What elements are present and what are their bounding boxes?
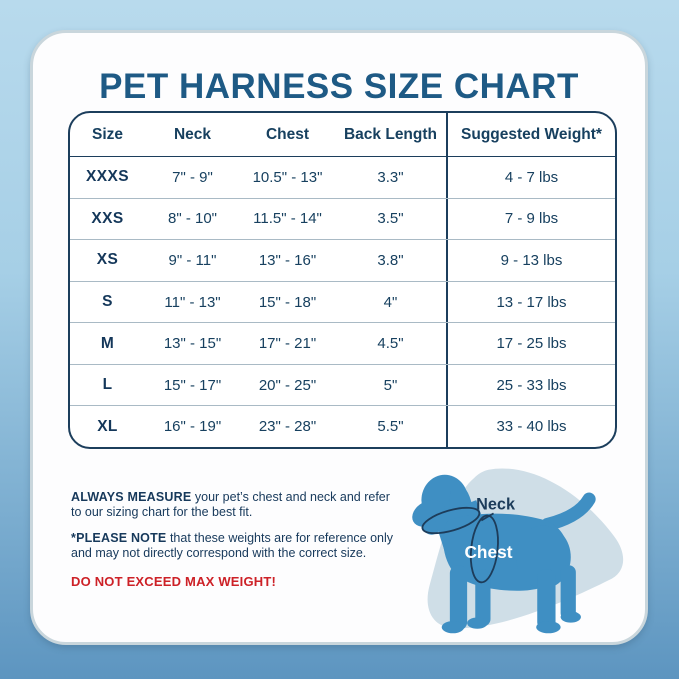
weight-value: 9 - 13 lbs [446,240,615,281]
table-row-xl: XL 16" - 19" 23" - 28" 5.5" 33 - 40 lbs [70,406,615,447]
table-row-m: M 13" - 15" 17" - 21" 4.5" 17 - 25 lbs [70,323,615,365]
page-title: PET HARNESS SIZE CHART [99,67,579,106]
table-header-row: Size Neck Chest Back Length Suggested We… [70,113,615,157]
back-length-value: 3.3" [377,168,404,186]
neck-value: 16" - 19" [163,418,222,436]
weight-value: 17 - 25 lbs [446,323,615,364]
table-row-xxxs: XXXS 7" - 9" 10.5" - 13" 3.3" 4 - 7 lbs [70,157,615,199]
note-always-measure: ALWAYS MEASURE your pet’s chest and neck… [71,490,411,519]
column-header-size: Size [91,125,123,143]
table-row-l: L 15" - 17" 20" - 25" 5" 25 - 33 lbs [70,364,615,407]
size-value: S [102,293,113,311]
size-chart-card: PET HARNESS SIZE CHART Size Neck Chest B… [30,30,648,645]
neck-value: 7" - 9" [172,168,213,186]
table-row-s: S 11" - 13" 15" - 18" 4" 13 - 17 lbs [70,281,615,324]
weight-value: 7 - 9 lbs [446,198,615,240]
back-length-value: 3.5" [377,210,404,228]
note-always-measure-bold: ALWAYS MEASURE [71,490,192,504]
weight-value: 4 - 7 lbs [446,157,615,198]
max-weight-warning: DO NOT EXCEED MAX WEIGHT! [71,574,277,589]
notes-section: ALWAYS MEASURE your pet’s chest and neck… [71,490,411,602]
size-value: L [102,376,113,394]
chest-value: 15" - 18" [258,293,317,311]
dog-measurement-illustration: Neck Chest [412,468,624,634]
column-header-neck: Neck [173,125,212,143]
weight-value: 25 - 33 lbs [446,364,615,406]
neck-ring [421,506,481,535]
neck-value: 8" - 10" [167,210,217,228]
chest-value: 11.5" - 14" [253,210,322,228]
column-header-suggested-weight: Suggested Weight* [446,113,615,156]
back-length-value: 5" [383,376,398,394]
note-always-measure-text2: to our sizing chart for the best fit. [71,504,253,519]
column-header-back-length: Back Length [343,125,437,143]
table-row-xs: XS 9" - 11" 13" - 16" 3.8" 9 - 13 lbs [70,240,615,282]
neck-value: 11" - 13" [164,293,221,311]
weight-value: 33 - 40 lbs [446,406,615,447]
neck-pointer-line [480,512,495,522]
note-please-note-text: that these weights are for reference onl… [166,531,393,545]
note-please-note-bold: *PLEASE NOTE [71,531,167,545]
neck-value: 15" - 17" [163,376,222,394]
size-value: XS [96,251,119,269]
weight-value: 13 - 17 lbs [446,281,615,323]
chest-value: 13" - 16" [258,251,317,269]
chest-value: 20" - 25" [258,376,317,394]
neck-value: 13" - 15" [163,335,222,353]
chest-ring [469,514,499,584]
size-value: XL [97,417,118,435]
back-length-value: 5.5" [377,418,404,436]
back-length-value: 3.8" [377,251,404,269]
size-value: XXS [91,209,124,227]
column-header-chest: Chest [265,125,310,143]
dog-silhouette-icon [412,474,596,634]
note-please-note: *PLEASE NOTE that these weights are for … [71,531,411,560]
chest-value: 17" - 21" [258,335,317,353]
back-length-value: 4.5" [377,335,404,353]
neck-label: Neck [476,495,516,513]
size-chart-table: Size Neck Chest Back Length Suggested We… [68,111,617,449]
chest-value: 10.5" - 13" [252,168,323,186]
size-value: XXXS [86,168,129,186]
size-value: M [100,334,115,352]
note-please-note-text2: and may not directly correspond with the… [71,545,367,560]
chest-label: Chest [464,542,512,562]
chest-value: 23" - 28" [258,418,317,436]
note-always-measure-text: your pet’s chest and neck and refer [191,490,390,504]
neck-value: 9" - 11" [168,251,217,269]
table-row-xxs: XXS 8" - 10" 11.5" - 14" 3.5" 7 - 9 lbs [70,198,615,241]
back-length-value: 4" [383,293,398,311]
